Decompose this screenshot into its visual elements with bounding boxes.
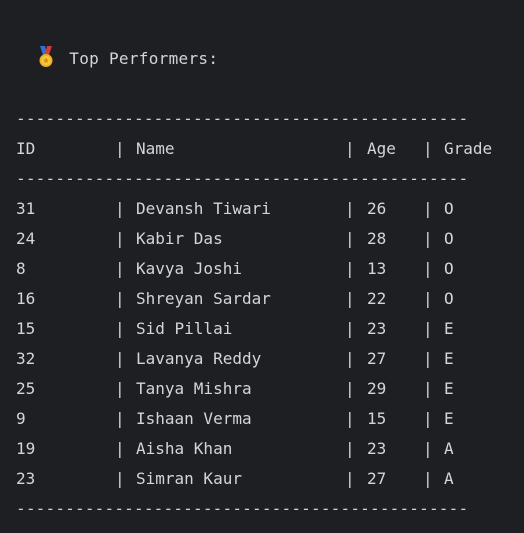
column-divider: | — [423, 259, 433, 278]
column-divider: | — [345, 349, 355, 368]
column-divider: | — [345, 289, 355, 308]
cell-age: 26 — [367, 199, 387, 218]
medal-icon — [39, 46, 53, 67]
cell-grade: O — [444, 259, 454, 278]
column-divider: | — [423, 199, 433, 218]
cell-name: Tanya Mishra — [136, 379, 252, 398]
cell-id: 25 — [16, 379, 36, 398]
column-divider: | — [345, 319, 355, 338]
table-row: 8 | Kavya Joshi | 13 | O — [0, 254, 524, 284]
column-divider: | — [423, 439, 433, 458]
cell-name: Simran Kaur — [136, 469, 242, 488]
header-id: ID — [16, 139, 36, 158]
column-divider: | — [115, 469, 125, 488]
cell-age: 13 — [367, 259, 387, 278]
separator-header: ----------------------------------------… — [16, 169, 469, 188]
column-divider: | — [345, 259, 355, 278]
column-divider: | — [423, 379, 433, 398]
title-text: Top Performers: — [69, 49, 219, 68]
cell-age: 29 — [367, 379, 387, 398]
header-grade: Grade — [444, 139, 493, 158]
column-divider: | — [423, 319, 433, 338]
cell-grade: O — [444, 229, 454, 248]
column-divider: | — [115, 319, 125, 338]
table-row: 16 | Shreyan Sardar | 22 | O — [0, 284, 524, 314]
cell-id: 31 — [16, 199, 36, 218]
cell-age: 28 — [367, 229, 387, 248]
table-row: 23 | Simran Kaur | 27 | A — [0, 464, 524, 494]
column-divider: | — [345, 199, 355, 218]
table-row: 32 | Lavanya Reddy | 27 | E — [0, 344, 524, 374]
column-divider: | — [345, 469, 355, 488]
column-divider: | — [423, 229, 433, 248]
cell-name: Ishaan Verma — [136, 409, 252, 428]
cell-id: 24 — [16, 229, 36, 248]
column-divider: | — [115, 379, 125, 398]
cell-age: 23 — [367, 319, 387, 338]
column-divider: | — [423, 469, 433, 488]
cell-grade: A — [444, 469, 454, 488]
table-row: 19 | Aisha Khan | 23 | A — [0, 434, 524, 464]
cell-age: 27 — [367, 469, 387, 488]
cell-id: 15 — [16, 319, 36, 338]
column-divider: | — [345, 139, 355, 158]
column-divider: | — [345, 439, 355, 458]
column-divider: | — [423, 289, 433, 308]
table-header: ID | Name | Age | Grade — [0, 134, 524, 164]
column-divider: | — [115, 439, 125, 458]
cell-name: Aisha Khan — [136, 439, 233, 458]
table-row: 15 | Sid Pillai | 23 | E — [0, 314, 524, 344]
cell-id: 32 — [16, 349, 36, 368]
cell-grade: E — [444, 379, 454, 398]
cell-grade: O — [444, 199, 454, 218]
column-divider: | — [115, 259, 125, 278]
cell-grade: E — [444, 409, 454, 428]
separator-bottom: ----------------------------------------… — [16, 499, 469, 518]
cell-name: Shreyan Sardar — [136, 289, 271, 308]
header-age: Age — [367, 139, 396, 158]
cell-name: Devansh Tiwari — [136, 199, 271, 218]
table-row: 24 | Kabir Das | 28 | O — [0, 224, 524, 254]
cell-age: 27 — [367, 349, 387, 368]
column-divider: | — [115, 139, 125, 158]
column-divider: | — [115, 229, 125, 248]
separator-top: ----------------------------------------… — [16, 109, 469, 128]
cell-age: 23 — [367, 439, 387, 458]
table-row: 31 | Devansh Tiwari | 26 | O — [0, 194, 524, 224]
column-divider: | — [115, 349, 125, 368]
column-divider: | — [423, 139, 433, 158]
header-name: Name — [136, 139, 175, 158]
cell-grade: A — [444, 439, 454, 458]
cell-name: Lavanya Reddy — [136, 349, 262, 368]
cell-name: Kavya Joshi — [136, 259, 242, 278]
cell-age: 15 — [367, 409, 387, 428]
column-divider: | — [345, 229, 355, 248]
cell-age: 22 — [367, 289, 387, 308]
cell-name: Sid Pillai — [136, 319, 233, 338]
column-divider: | — [345, 379, 355, 398]
cell-grade: O — [444, 289, 454, 308]
cell-id: 23 — [16, 469, 36, 488]
table-row: 9 | Ishaan Verma | 15 | E — [0, 404, 524, 434]
cell-id: 8 — [16, 259, 26, 278]
table-row: 25 | Tanya Mishra | 29 | E — [0, 374, 524, 404]
column-divider: | — [345, 409, 355, 428]
cell-grade: E — [444, 319, 454, 338]
cell-grade: E — [444, 349, 454, 368]
column-divider: | — [423, 349, 433, 368]
output-title: Top Performers: — [18, 14, 218, 68]
column-divider: | — [115, 199, 125, 218]
cell-id: 9 — [16, 409, 26, 428]
cell-id: 19 — [16, 439, 36, 458]
column-divider: | — [423, 409, 433, 428]
column-divider: | — [115, 289, 125, 308]
cell-name: Kabir Das — [136, 229, 223, 248]
cell-id: 16 — [16, 289, 36, 308]
column-divider: | — [115, 409, 125, 428]
